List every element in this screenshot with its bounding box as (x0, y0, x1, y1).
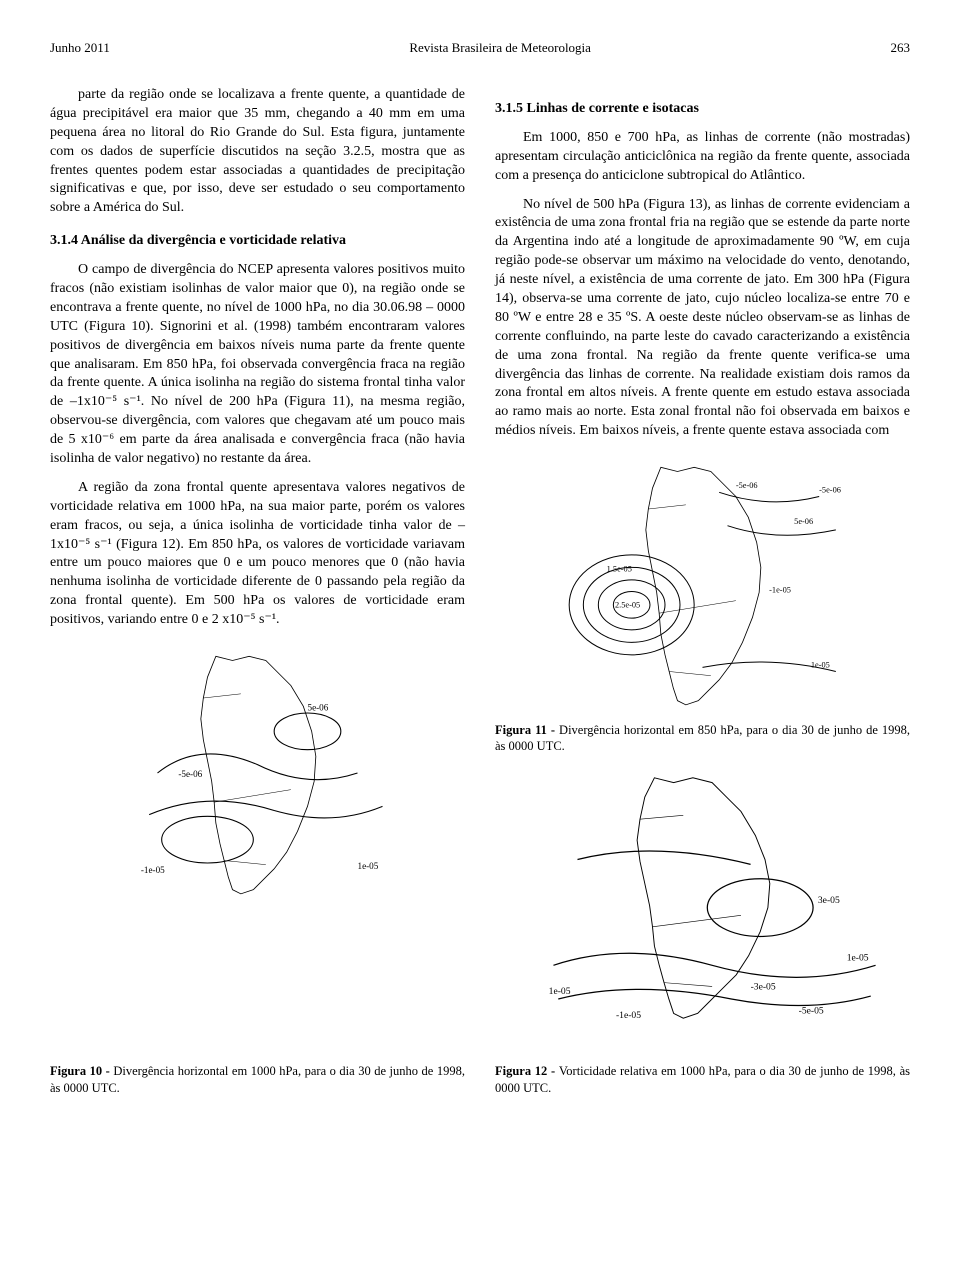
contour-label: -5e-06 (178, 769, 202, 779)
figure-10-caption: Figura 10 - Divergência horizontal em 10… (50, 1063, 465, 1096)
section-heading-314: 3.1.4 Análise da divergência e vorticida… (50, 232, 465, 251)
right-p1: Em 1000, 850 e 700 hPa, as linhas de cor… (495, 129, 910, 186)
contour-label: 1e-05 (847, 952, 869, 963)
left-p1: parte da região onde se localizava a fre… (50, 86, 465, 218)
contour-label: 5e-06 (308, 703, 329, 713)
contour-label: -5e-05 (799, 1005, 824, 1016)
bottom-caption-row: Figura 10 - Divergência horizontal em 10… (50, 1039, 910, 1096)
figure-10-label: Figura 10 - (50, 1064, 113, 1078)
contour-label: 1e-05 (811, 660, 830, 669)
figure-10: -1e-05 1e-05 -5e-06 5e-06 (50, 648, 465, 905)
left-p2: O campo de divergência do NCEP apresenta… (50, 261, 465, 469)
figure-12-caption-box: Figura 12 - Vorticidade relativa em 1000… (495, 1057, 910, 1096)
figure-12-caption: Figura 12 - Vorticidade relativa em 1000… (495, 1063, 910, 1096)
header-right: 263 (890, 40, 910, 56)
figure-11-label: Figura 11 - (495, 723, 559, 737)
contour-label: -1e-05 (141, 865, 165, 875)
figure-11: -5e-06 5e-06 1.5e-05 2.5e-05 -1e-05 1e-0… (495, 459, 910, 754)
contour-label: 1e-05 (549, 986, 571, 997)
figure-12-label: Figura 12 - (495, 1064, 559, 1078)
left-p3: A região da zona frontal quente apresent… (50, 479, 465, 630)
contour-label: 2.5e-05 (615, 600, 640, 609)
figure-10-text: Divergência horizontal em 1000 hPa, para… (50, 1064, 465, 1094)
contour-label: 5e-06 (794, 517, 813, 526)
left-column: parte da região onde se localizava a fre… (50, 86, 465, 1029)
contour-label: -1e-05 (616, 1010, 641, 1021)
figure-11-caption: Figura 11 - Divergência horizontal em 85… (495, 722, 910, 755)
section-heading-315: 3.1.5 Linhas de corrente e isotacas (495, 100, 910, 119)
contour-label: -5e-06 (819, 485, 841, 494)
contour-label: 1.5e-05 (607, 565, 632, 574)
header-left: Junho 2011 (50, 40, 110, 56)
contour-label: -5e-06 (736, 481, 758, 490)
page-header: Junho 2011 Revista Brasileira de Meteoro… (50, 40, 910, 56)
contour-label: 1e-05 (358, 861, 379, 871)
two-column-layout: parte da região onde se localizava a fre… (50, 86, 910, 1029)
figure-11-map: -5e-06 5e-06 1.5e-05 2.5e-05 -1e-05 1e-0… (495, 459, 910, 709)
contour-label: -1e-05 (769, 585, 791, 594)
figure-12-map: 1e-05 -1e-05 3e-05 -3e-05 -5e-05 1e-05 (495, 773, 910, 1023)
contour-label: -3e-05 (751, 981, 776, 992)
figure-10-caption-box: Figura 10 - Divergência horizontal em 10… (50, 1057, 465, 1096)
figure-10-map: -1e-05 1e-05 -5e-06 5e-06 (50, 648, 465, 898)
right-p2: No nível de 500 hPa (Figura 13), as linh… (495, 196, 910, 442)
figure-12: 1e-05 -1e-05 3e-05 -3e-05 -5e-05 1e-05 (495, 773, 910, 1030)
contour-label: 3e-05 (818, 894, 840, 905)
right-column: 3.1.5 Linhas de corrente e isotacas Em 1… (495, 86, 910, 1029)
header-center: Revista Brasileira de Meteorologia (409, 40, 591, 56)
